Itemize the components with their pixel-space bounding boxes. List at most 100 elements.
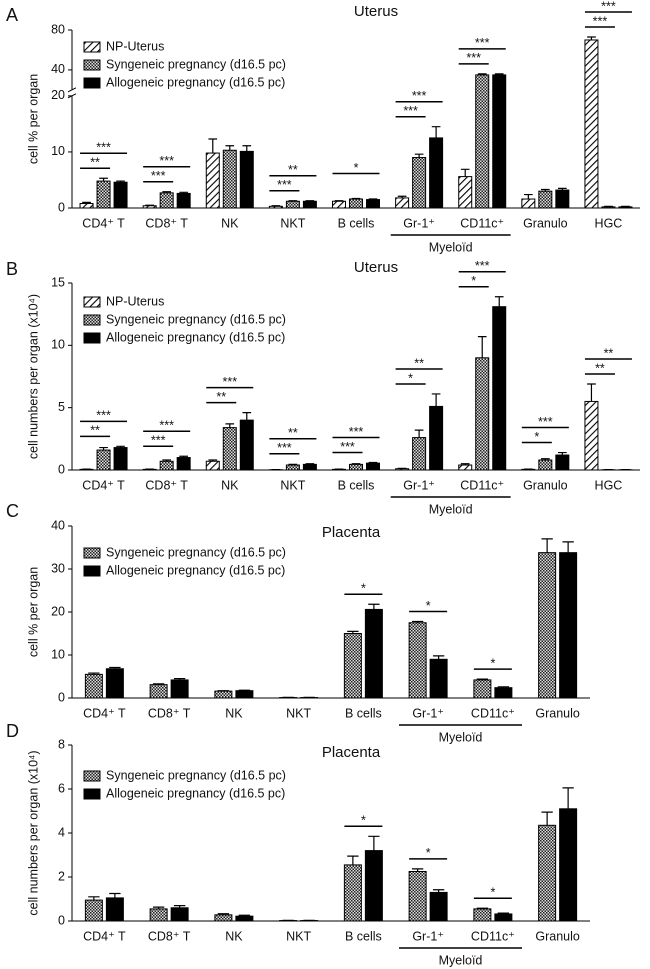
error-bar [179,455,188,458]
bar [538,552,557,699]
significance-label: ** [90,156,100,170]
significance-label: *** [159,419,174,433]
error-bar [431,126,441,138]
y-tick-label: 6 [58,781,65,795]
error-bar [604,205,613,207]
y-tick-label: 0 [58,913,65,927]
significance-label: * [361,582,366,596]
x-tick-label: B cells [338,478,375,492]
y-axis-label: cell numbers per organ (x10⁴) [26,294,40,459]
chart-title: Placenta [322,524,381,541]
x-tick-label: B cells [338,216,375,230]
error-bar [179,191,188,194]
bar [149,684,168,699]
x-tick-label: CD4⁺ T [83,929,126,943]
bar [494,913,513,922]
error-bar [152,683,165,685]
error-bar [88,672,100,675]
x-tick-label: B cells [345,706,382,720]
bar [475,74,490,209]
bar [408,622,427,699]
legend-swatch [83,296,101,308]
error-bar [109,892,121,898]
legend-label: Allogeneic pregnancy (d16.5 pc) [106,563,285,577]
error-bar [88,896,100,901]
bar [429,137,444,209]
bar [113,447,128,471]
error-bar [524,193,533,200]
x-tick-label: CD4⁺ T [82,478,125,492]
significance-label: * [361,814,366,828]
bar [366,462,380,471]
bar [170,907,189,922]
bar [473,679,492,699]
error-bar [305,200,315,202]
significance-label: * [490,656,495,670]
x-tick-label: NK [221,216,239,230]
x-tick-label: CD11c⁺ [460,478,504,492]
error-bar [351,197,361,200]
x-tick-label: NKT [286,929,311,943]
significance-label: *** [340,440,355,454]
error-bar [208,138,218,154]
bar [559,552,578,699]
error-bar [82,201,91,204]
y-axis-label: cell % per organ [26,74,40,164]
bar [222,427,237,471]
error-bar [587,383,596,402]
x-tick-label: CD4⁺ T [83,706,126,720]
significance-label: ** [288,163,298,177]
bar [285,464,300,471]
significance-label: *** [96,409,111,423]
error-bar [431,393,441,407]
error-bar [217,913,230,915]
error-bar [288,463,298,466]
bar [332,200,346,209]
error-bar [347,855,359,865]
y-tick-label: 0 [58,462,65,476]
bar [555,454,570,471]
significance-label: * [426,846,431,860]
significance-label: *** [96,141,111,155]
error-bar [368,198,378,200]
error-bar [242,145,252,152]
y-tick-label: 10 [51,338,65,352]
legend-label: Allogeneic pregnancy (d16.5 pc) [106,75,285,89]
legend-swatch [83,770,101,782]
x-tick-label: HGC [595,216,623,230]
bar [302,200,317,209]
y-tick-label: 2 [58,869,65,883]
bar [149,908,168,922]
legend-label: NP-Uterus [106,39,164,53]
significance-label: * [534,430,539,444]
x-tick-label: Gr-1⁺ [412,929,444,943]
significance-label: * [354,161,359,175]
significance-label: *** [151,169,166,183]
bar [84,899,103,922]
error-bar [460,463,470,466]
error-bar [116,445,125,448]
error-bar [334,200,344,202]
y-tick-label: 20 [51,604,65,618]
bar [214,914,233,922]
x-tick-label: Gr-1⁺ [412,706,444,720]
legend-label: Syngeneic pregnancy (d16.5 pc) [106,312,286,326]
x-tick-label: CD8⁺ T [148,929,191,943]
significance-label: *** [277,441,292,455]
bar [364,608,383,699]
error-bar [541,538,553,553]
bar [235,690,254,699]
error-bar [558,451,567,456]
x-tick-label: B cells [345,929,382,943]
error-bar [414,153,424,158]
y-tick-label: 8 [58,737,65,751]
group-label: Myeloïd [429,502,473,516]
y-tick-label: 0 [58,690,65,704]
x-tick-label: CD8⁺ T [145,478,188,492]
significance-label: *** [466,51,481,65]
error-bar [225,145,235,151]
x-tick-label: NK [221,478,239,492]
x-tick-label: CD4⁺ T [82,216,125,230]
bar [176,457,191,471]
legend-swatch [83,565,101,577]
